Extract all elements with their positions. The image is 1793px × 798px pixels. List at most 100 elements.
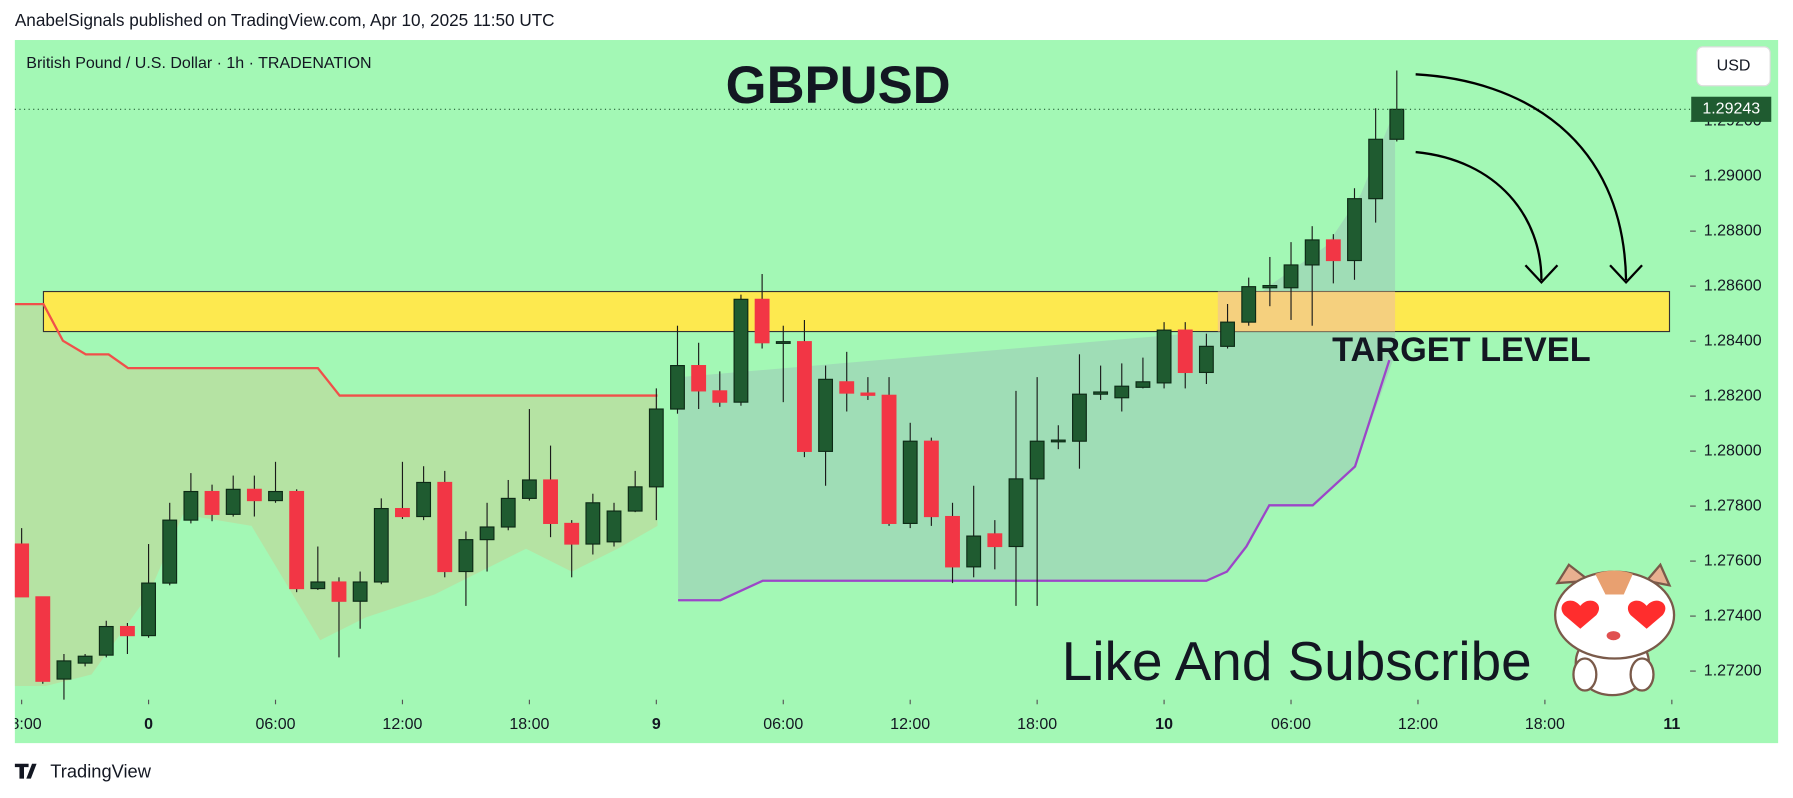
indicator-band — [14, 304, 658, 686]
support-line — [678, 359, 1391, 602]
candle-body — [1050, 439, 1066, 443]
x-tick-label: 18:00 — [509, 716, 549, 733]
y-tick-label: 1.27800 — [1704, 497, 1762, 514]
chart-title: GBPUSD — [726, 56, 951, 115]
candle-body — [754, 298, 770, 344]
candle-body — [945, 515, 960, 568]
candle-body — [77, 655, 93, 664]
arrow — [1415, 150, 1543, 281]
candle-body — [1283, 264, 1299, 289]
candle-body — [268, 490, 283, 502]
candle-body — [310, 581, 326, 590]
candle-body — [818, 378, 834, 452]
candle-body — [1347, 198, 1362, 262]
candle-body — [881, 394, 897, 524]
candle-body — [14, 543, 30, 598]
candle-body — [479, 526, 495, 541]
candle-body — [437, 481, 453, 573]
candle-body — [1262, 284, 1278, 289]
candle-body — [1135, 381, 1151, 388]
x-tick-label: 12:00 — [890, 716, 930, 733]
candle-body — [648, 408, 664, 488]
candle-body — [1114, 385, 1130, 399]
arrow-head — [1524, 264, 1559, 285]
candle-body — [585, 502, 601, 545]
y-tick-label: 1.28800 — [1704, 222, 1762, 239]
candle-body — [141, 582, 157, 637]
candle-body — [204, 490, 220, 515]
candle-body — [1029, 440, 1045, 480]
candle-body — [1072, 393, 1087, 442]
publish-line: AnabelSignals published on TradingView.c… — [15, 10, 555, 30]
last-price-tag — [1691, 96, 1772, 122]
x-tick-label: 06:00 — [1271, 716, 1311, 733]
arrow-head — [1609, 264, 1643, 285]
x-tick-label: 18:00 — [1017, 716, 1057, 733]
candle-body — [987, 533, 1003, 548]
candle-body — [1177, 329, 1193, 374]
y-tick-label: 1.28000 — [1704, 442, 1762, 459]
candle-body — [1325, 239, 1341, 262]
candle-body — [1198, 345, 1214, 374]
candle-body — [606, 510, 622, 543]
candle-body — [712, 390, 728, 403]
candle-body — [839, 381, 855, 394]
brand-logo — [14, 763, 37, 779]
candle-body — [691, 365, 707, 392]
candle-body — [521, 479, 537, 499]
candle-body — [670, 365, 685, 410]
candle-body — [733, 298, 749, 403]
candle-body — [564, 522, 580, 545]
candles — [14, 70, 1405, 700]
candle-body — [183, 490, 199, 521]
last-price-label: 1.29243 — [1702, 101, 1760, 118]
candle-body — [1220, 321, 1235, 347]
target-zone — [42, 290, 1671, 333]
candle-body — [1008, 478, 1024, 548]
candle-body — [352, 581, 368, 602]
candle-body — [35, 596, 51, 682]
candle-body — [98, 625, 114, 656]
y-tick-label: 1.27600 — [1704, 552, 1762, 569]
candle-body — [775, 341, 791, 344]
y-tick-label: 1.27400 — [1704, 607, 1762, 624]
brand-name: TradingView — [50, 761, 151, 782]
x-tick-label: 9 — [652, 716, 661, 733]
candle-body — [860, 392, 876, 396]
candle-body — [1156, 329, 1172, 384]
candle-body — [56, 660, 72, 680]
candle-body — [331, 581, 347, 602]
x-tick-label: 0 — [144, 716, 153, 733]
candle-body — [1304, 239, 1320, 266]
currency-button[interactable] — [1696, 46, 1771, 87]
candle-body — [416, 481, 432, 518]
subscribe-label: Like And Subscribe — [1062, 630, 1532, 692]
candle-body — [373, 507, 389, 583]
x-tick-label: 18:00 — [2, 716, 42, 733]
cat-sticker — [1554, 562, 1676, 697]
candle-body — [1093, 391, 1109, 395]
candle-body — [923, 440, 939, 518]
x-tick-label: 12:00 — [1398, 716, 1438, 733]
symbol-info: British Pound / U.S. Dollar · 1h · TRADE… — [26, 55, 371, 72]
y-tick-label: 1.29000 — [1704, 167, 1762, 184]
x-tick-label: 10 — [1155, 716, 1173, 733]
x-tick-label: 06:00 — [763, 716, 803, 733]
candle-body — [966, 535, 982, 568]
candle-body — [1389, 108, 1405, 140]
x-tick-label: 18:00 — [1525, 716, 1565, 733]
axes: 1.27200 1.27400 1.27600 1.27800 1.28000 1.282… — [2, 96, 1772, 733]
arrow — [1415, 73, 1628, 281]
candle-body — [543, 479, 558, 524]
candle-body — [162, 519, 178, 584]
candle-body — [458, 539, 474, 573]
resistance-line — [14, 302, 658, 397]
y-tick-label: 1.28200 — [1704, 387, 1762, 404]
candle-body — [289, 490, 305, 590]
x-axis: 18:00 0 06:00 12:00 18:00 9 06:00 12:00 18:00 10 0… — [2, 699, 1680, 733]
y-tick-label: 1.28600 — [1704, 277, 1762, 294]
currency-label: USD — [1717, 58, 1751, 75]
candle-body — [119, 625, 135, 637]
